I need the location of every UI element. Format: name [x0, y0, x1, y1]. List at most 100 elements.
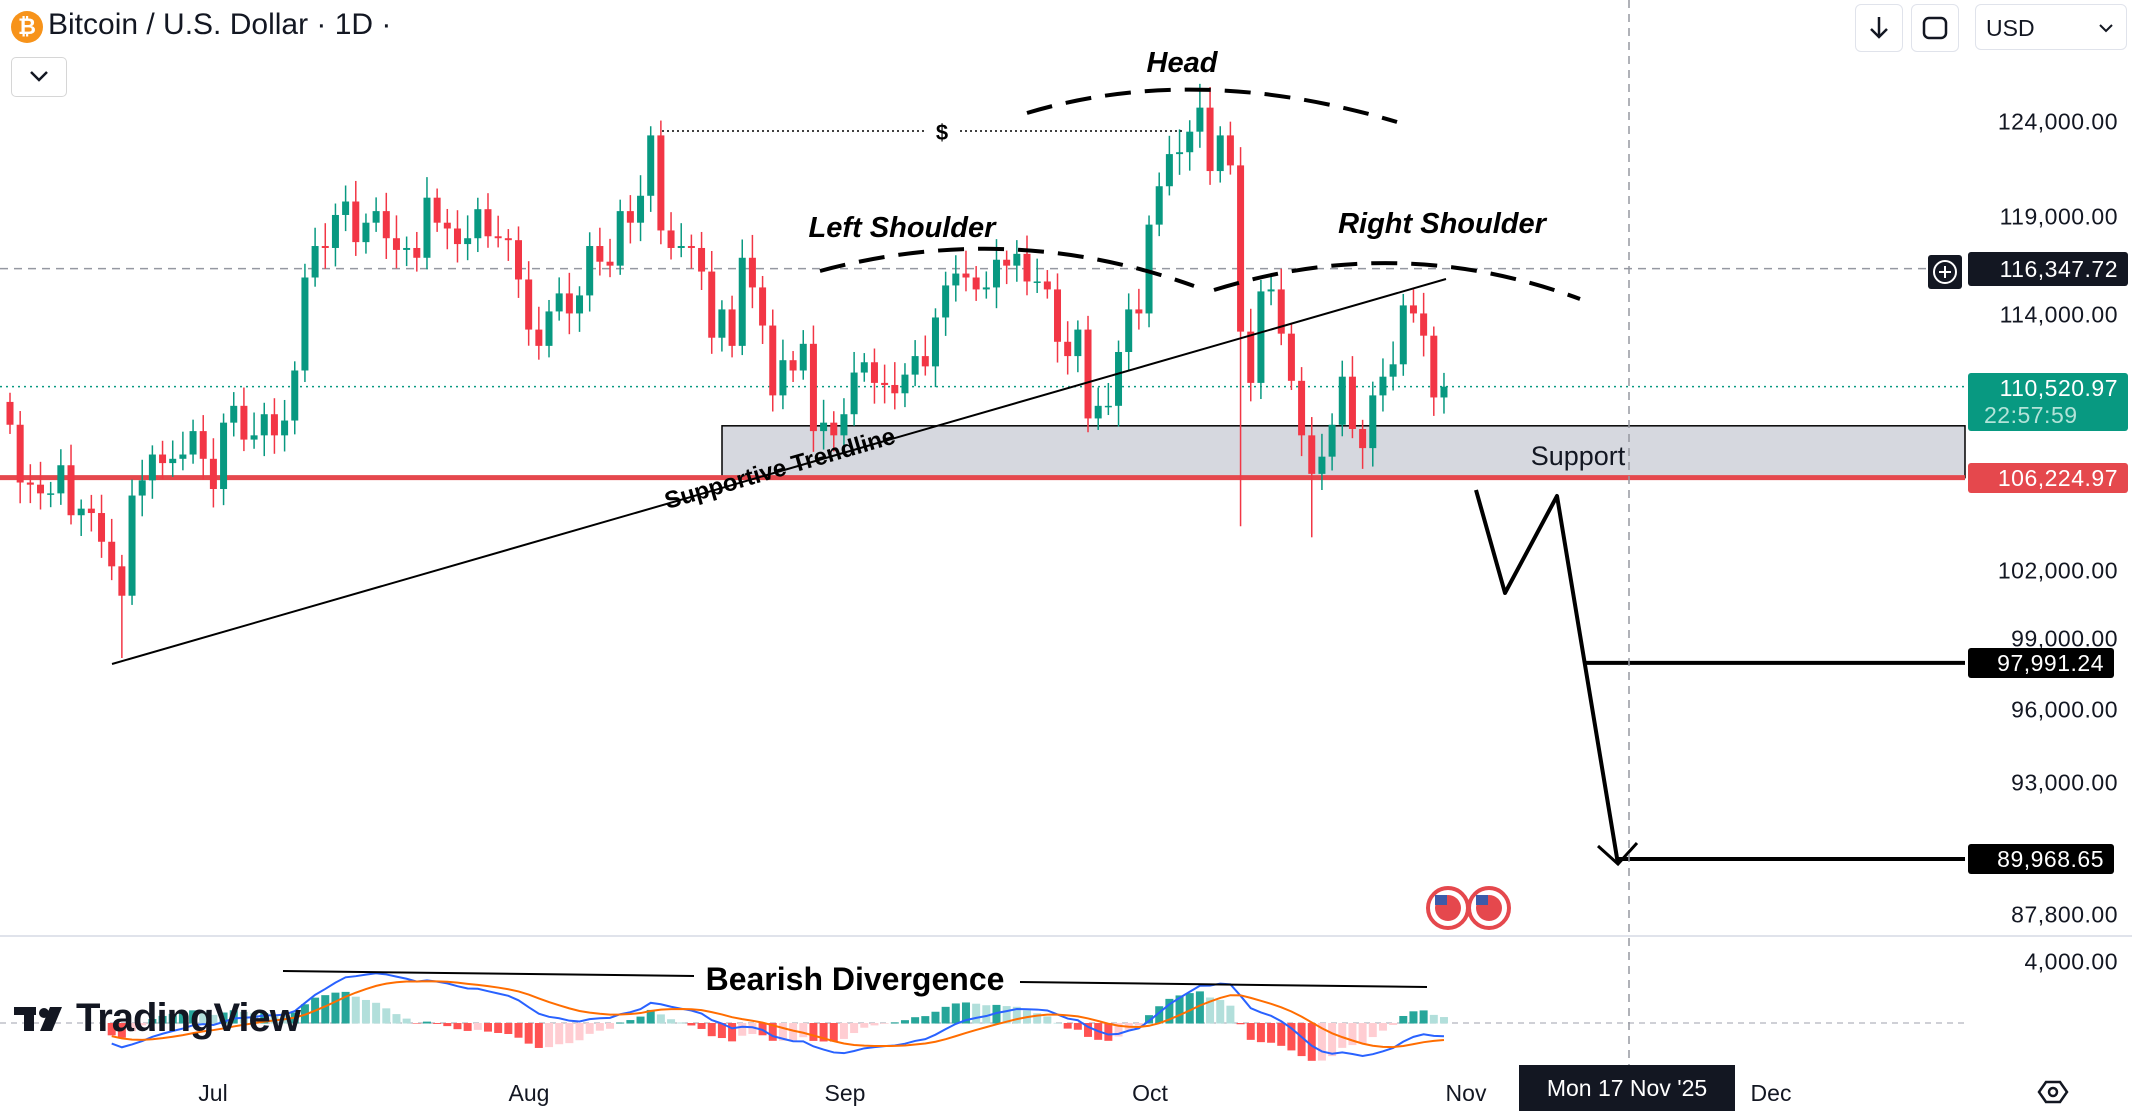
candle-body [1420, 313, 1428, 336]
candle-body [1226, 135, 1234, 166]
time-label-sep: Sep [824, 1080, 866, 1106]
macd-histogram-bar [941, 1006, 950, 1024]
candle-body [1237, 165, 1245, 332]
candle-body [138, 480, 146, 496]
macd-histogram-bar [1256, 1023, 1265, 1043]
macd-histogram-bar [819, 1023, 828, 1042]
candle-body [1369, 395, 1377, 449]
macd-histogram-bar [1033, 1013, 1042, 1024]
candle-body [972, 277, 980, 290]
candle-body [372, 211, 380, 223]
candle-body [6, 401, 14, 425]
candle-body [494, 236, 502, 239]
candle-body [352, 201, 360, 243]
macd-histogram-bar [178, 1012, 187, 1024]
time-label-aug: Aug [508, 1080, 550, 1106]
compare-button[interactable] [1911, 4, 1959, 52]
divergence-line-left[interactable] [282, 970, 695, 977]
divergence-line-right[interactable] [1019, 981, 1428, 988]
macd-histogram-bar [382, 1008, 391, 1024]
macd-histogram-bar [148, 1019, 157, 1024]
candle-body [1409, 305, 1417, 314]
macd-histogram-bar [636, 1016, 645, 1024]
candle-body [1359, 428, 1367, 449]
price-axis-label: 99,000.00 [2011, 625, 2118, 652]
macd-histogram-bar [667, 1019, 676, 1024]
right-shoulder-arc[interactable] [1213, 261, 1581, 301]
candle-body [1115, 351, 1123, 406]
add-alert-circle-icon[interactable] [1928, 255, 1962, 289]
candle-body [342, 201, 350, 215]
chevron-down-icon [30, 71, 48, 82]
candle-body [1176, 152, 1184, 155]
candle-body [1328, 424, 1336, 457]
macd-histogram-bar [189, 1010, 198, 1024]
candle-body [464, 238, 472, 245]
macd-histogram-bar [1104, 1023, 1113, 1041]
price-axis-label: 96,000.00 [2011, 696, 2118, 723]
candle-body [687, 246, 695, 248]
macd-histogram-bar [1114, 1023, 1123, 1037]
macd-histogram-bar [850, 1023, 859, 1034]
macd-histogram-bar [697, 1023, 706, 1029]
candle-body [799, 343, 807, 371]
candle-body [260, 414, 268, 436]
candle-body [413, 247, 421, 258]
candle-body [118, 566, 126, 596]
candle-body [952, 273, 960, 286]
left-shoulder-arc[interactable] [819, 246, 1195, 288]
candle-body [1013, 253, 1021, 266]
collapse-legend-button[interactable] [11, 57, 67, 97]
candle-body [47, 493, 55, 495]
macd-histogram-bar [880, 1023, 889, 1024]
macd-histogram-bar [626, 1020, 635, 1024]
macd-histogram-bar [545, 1023, 554, 1048]
download-button[interactable] [1855, 4, 1903, 52]
head-label: Head [1147, 47, 1219, 79]
macd-histogram-bar [951, 1003, 960, 1024]
time-label-nov: Nov [1445, 1080, 1487, 1106]
candle-body [992, 259, 1000, 288]
candle-body [1430, 335, 1438, 398]
macd-histogram-bar [107, 1023, 116, 1036]
settings-hexagon-icon[interactable] [2037, 1080, 2069, 1104]
head-arc[interactable] [1026, 87, 1398, 124]
macd-histogram-bar [1002, 1006, 1011, 1024]
candle-body [860, 362, 868, 373]
candle-body [759, 287, 767, 326]
macd-histogram-bar [1358, 1023, 1367, 1044]
candle-body [108, 541, 116, 567]
currency-select[interactable]: USD [1975, 4, 2127, 50]
candle-body [962, 273, 970, 278]
target-2-price-label: 89,968.65 [1968, 844, 2114, 874]
supportive-trendline[interactable] [111, 278, 1447, 665]
candle-body [1084, 329, 1092, 419]
macd-histogram-bar [483, 1023, 492, 1032]
candle-body [169, 458, 177, 464]
macd-histogram-bar [250, 1013, 259, 1024]
candle-body [1247, 331, 1255, 383]
projection-path[interactable] [1474, 489, 1620, 865]
candle-body [1277, 289, 1285, 334]
candle-body [637, 195, 645, 223]
macd-histogram-bar [646, 1009, 655, 1024]
macd-histogram-bar [1134, 1023, 1143, 1026]
macd-histogram-bar [1073, 1023, 1082, 1030]
macd-histogram-bar [1053, 1022, 1062, 1024]
macd-histogram-bar [768, 1023, 777, 1041]
candle-body [291, 370, 299, 421]
macd-histogram-bar [778, 1023, 787, 1041]
candle-body [1257, 291, 1265, 383]
crosshair-price-label: 116,347.72 [1968, 251, 2128, 286]
candle-body [576, 295, 584, 314]
us-flag-icon[interactable] [1426, 886, 1470, 930]
macd-histogram-bar [331, 992, 340, 1024]
candle-body [240, 405, 248, 440]
candle-body [270, 414, 278, 436]
candle-body [362, 222, 370, 243]
macd-histogram-bar [1368, 1023, 1377, 1038]
candle-body [1125, 309, 1133, 352]
macd-histogram-bar [839, 1023, 848, 1039]
us-flag-icon[interactable] [1467, 886, 1511, 930]
